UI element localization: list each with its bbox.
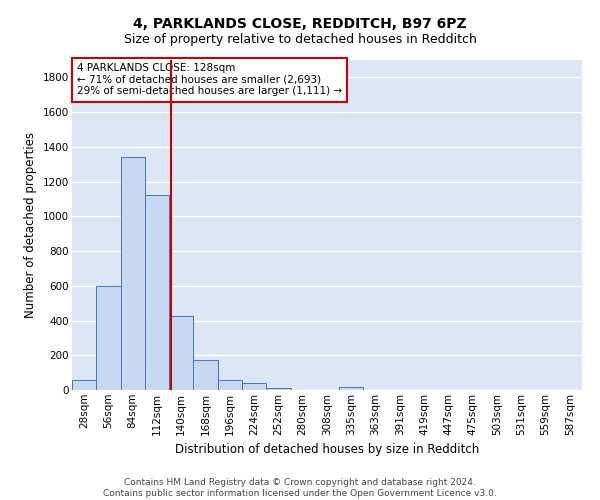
Text: Size of property relative to detached houses in Redditch: Size of property relative to detached ho… bbox=[124, 32, 476, 46]
Bar bbox=[242, 384, 266, 390]
Bar bbox=[169, 316, 193, 390]
Bar bbox=[218, 380, 242, 390]
Text: Contains HM Land Registry data © Crown copyright and database right 2024.
Contai: Contains HM Land Registry data © Crown c… bbox=[103, 478, 497, 498]
X-axis label: Distribution of detached houses by size in Redditch: Distribution of detached houses by size … bbox=[175, 443, 479, 456]
Text: 4 PARKLANDS CLOSE: 128sqm
← 71% of detached houses are smaller (2,693)
29% of se: 4 PARKLANDS CLOSE: 128sqm ← 71% of detac… bbox=[77, 64, 342, 96]
Bar bbox=[96, 286, 121, 390]
Y-axis label: Number of detached properties: Number of detached properties bbox=[25, 132, 37, 318]
Text: 4, PARKLANDS CLOSE, REDDITCH, B97 6PZ: 4, PARKLANDS CLOSE, REDDITCH, B97 6PZ bbox=[133, 18, 467, 32]
Bar bbox=[193, 360, 218, 390]
Bar bbox=[121, 158, 145, 390]
Bar bbox=[266, 388, 290, 390]
Bar bbox=[339, 386, 364, 390]
Bar bbox=[145, 196, 169, 390]
Bar bbox=[72, 380, 96, 390]
